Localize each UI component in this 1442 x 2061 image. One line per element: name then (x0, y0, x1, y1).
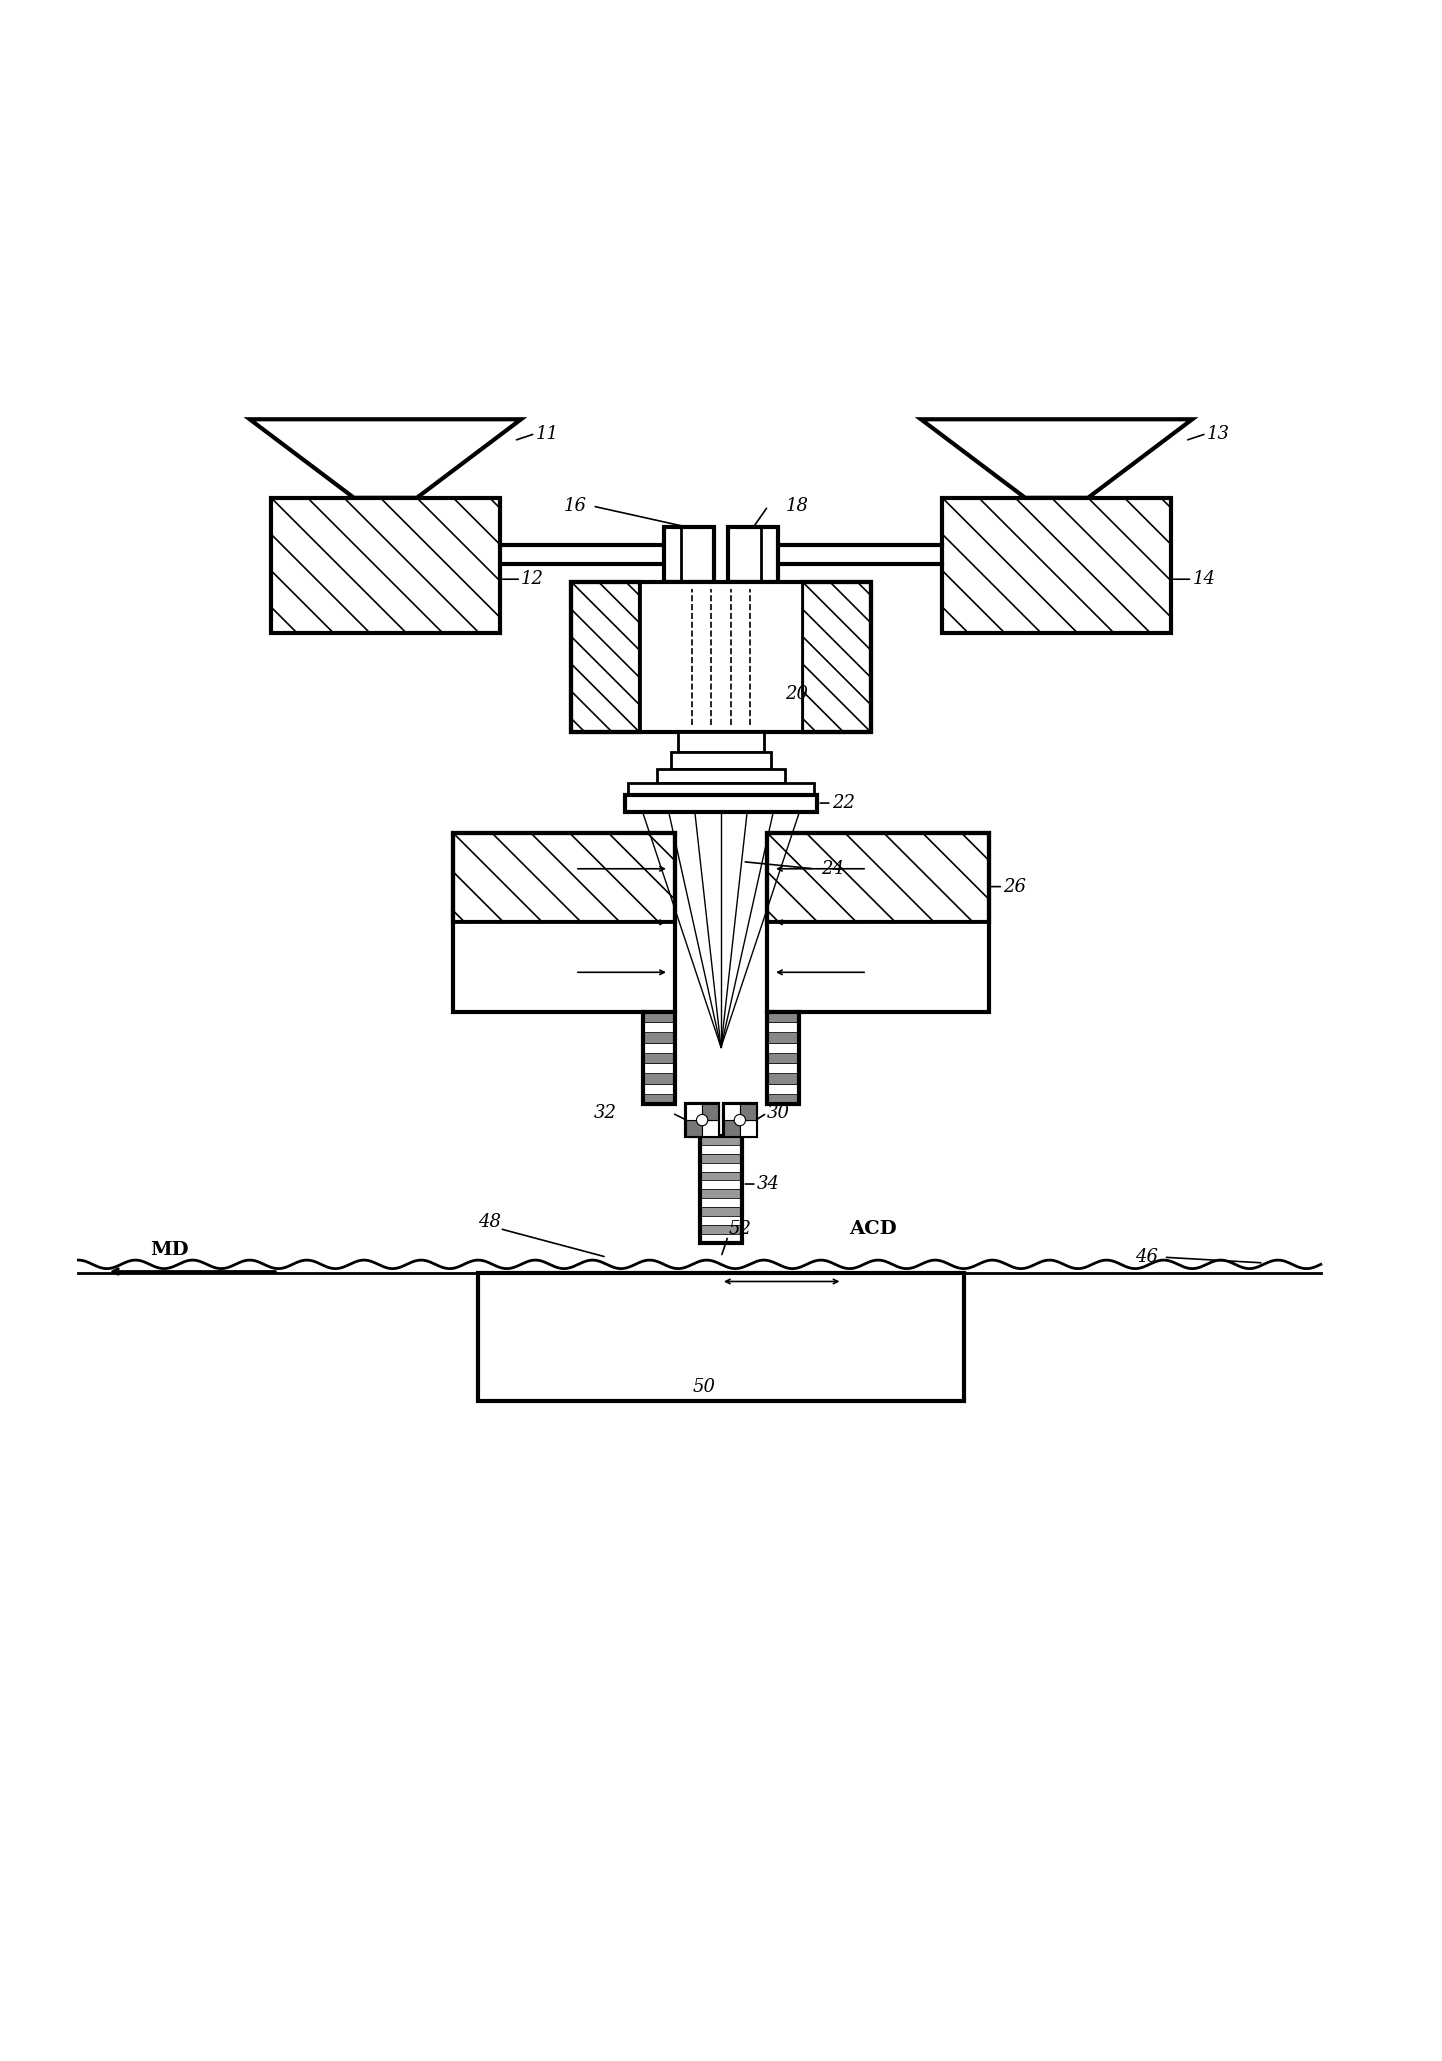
Text: 22: 22 (832, 793, 855, 812)
Bar (656, 769, 786, 783)
Bar (643, 1012, 675, 1022)
Text: 16: 16 (564, 497, 587, 515)
Bar (740, 1105, 756, 1119)
Bar (643, 1033, 675, 1043)
Bar (724, 1105, 740, 1119)
Bar (643, 1074, 675, 1084)
Bar (699, 1154, 743, 1162)
Bar (767, 1053, 799, 1063)
Bar (699, 1235, 743, 1243)
Text: 46: 46 (1135, 1249, 1158, 1265)
Bar (571, 581, 871, 732)
Bar (724, 1119, 740, 1136)
Bar (699, 1208, 743, 1216)
Bar (943, 499, 1171, 633)
Bar (571, 581, 640, 732)
Text: 34: 34 (757, 1175, 780, 1193)
Bar (699, 1189, 743, 1197)
Bar (699, 1181, 743, 1189)
Bar (767, 1033, 799, 1043)
Circle shape (734, 1115, 746, 1125)
Bar (643, 1063, 675, 1074)
Text: MD: MD (150, 1241, 189, 1259)
Bar (767, 833, 989, 923)
Bar (643, 1094, 675, 1105)
Bar (767, 1063, 799, 1074)
Bar (767, 833, 989, 1012)
Bar (678, 732, 764, 752)
Bar (699, 1162, 743, 1171)
Bar (699, 1224, 743, 1235)
Bar (671, 752, 771, 769)
Bar (802, 581, 871, 732)
Bar (643, 1043, 675, 1053)
Bar (624, 793, 818, 812)
Polygon shape (921, 418, 1193, 499)
Text: 24: 24 (820, 859, 844, 878)
Bar (699, 1216, 743, 1224)
Bar (699, 1136, 743, 1144)
Bar (699, 1144, 743, 1154)
Bar (767, 1043, 799, 1053)
Bar (724, 1105, 756, 1136)
Bar (767, 1094, 799, 1105)
Bar (767, 1084, 799, 1094)
Bar (643, 1022, 675, 1033)
Bar (740, 1119, 756, 1136)
Text: ACD: ACD (849, 1220, 897, 1239)
Bar (699, 1171, 743, 1181)
Bar (453, 923, 675, 1012)
Bar (453, 833, 675, 1012)
Bar (640, 581, 802, 732)
Bar (699, 1136, 743, 1243)
Bar (643, 1012, 675, 1105)
Bar (686, 1105, 702, 1119)
Bar (767, 923, 989, 1012)
Text: 20: 20 (786, 684, 809, 703)
Text: 13: 13 (1207, 425, 1230, 443)
Bar (643, 1053, 675, 1063)
Text: 26: 26 (1004, 878, 1027, 897)
Bar (479, 1274, 963, 1401)
Bar (271, 499, 499, 633)
Text: 52: 52 (728, 1220, 751, 1239)
Bar (702, 1119, 718, 1136)
Text: 50: 50 (692, 1379, 715, 1395)
Bar (686, 1105, 718, 1136)
Bar (767, 1074, 799, 1084)
Bar (643, 1084, 675, 1094)
Bar (767, 1012, 799, 1105)
Bar (699, 1197, 743, 1208)
Bar (702, 1105, 718, 1119)
Text: 12: 12 (521, 571, 544, 587)
Polygon shape (249, 418, 521, 499)
Text: 32: 32 (594, 1105, 617, 1121)
Text: 11: 11 (535, 425, 558, 443)
Bar (453, 833, 675, 923)
Text: 30: 30 (767, 1105, 790, 1121)
Circle shape (696, 1115, 708, 1125)
Text: 18: 18 (786, 497, 809, 515)
Bar (767, 1022, 799, 1033)
Bar (767, 1012, 799, 1022)
Text: 48: 48 (479, 1212, 502, 1230)
Bar (728, 528, 779, 581)
Bar (629, 783, 813, 793)
Text: 14: 14 (1193, 571, 1216, 587)
Bar (686, 1119, 702, 1136)
Bar (663, 528, 714, 581)
